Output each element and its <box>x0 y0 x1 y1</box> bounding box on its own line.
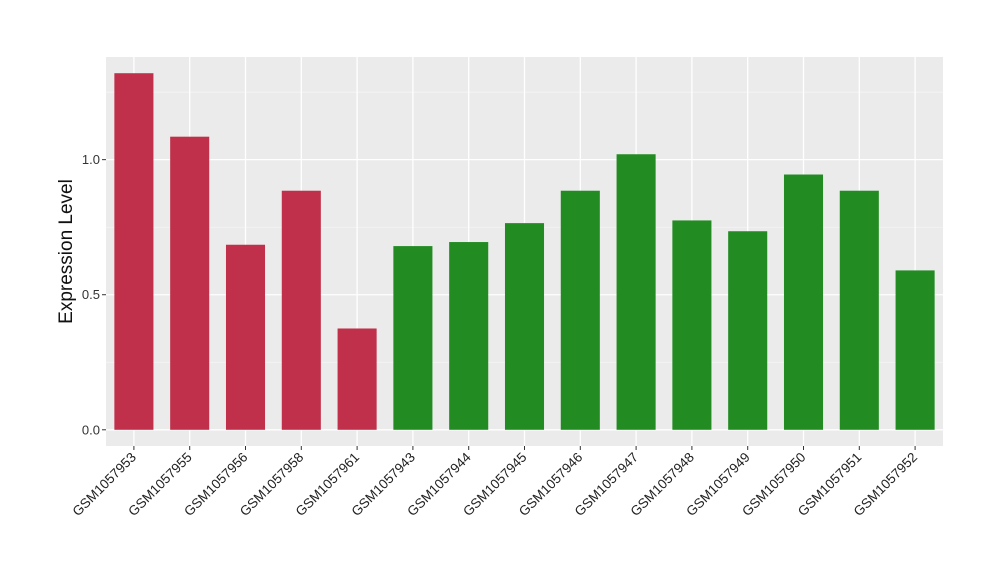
bar-GSM1057949 <box>728 231 768 430</box>
bar-GSM1057958 <box>281 190 321 430</box>
y-tick-label: 1.0 <box>82 152 100 167</box>
y-tick-label: 0.5 <box>82 287 100 302</box>
bars <box>114 73 935 430</box>
bar-GSM1057948 <box>672 220 712 430</box>
x-axis: GSM1057953GSM1057955GSM1057956GSM1057958… <box>70 446 920 519</box>
y-axis-title: Expression Level <box>56 179 77 324</box>
bar-GSM1057944 <box>449 242 489 430</box>
y-tick-label: 0.0 <box>82 422 100 437</box>
bar-GSM1057947 <box>616 154 656 430</box>
bar-GSM1057955 <box>170 136 210 430</box>
bar-GSM1057961 <box>337 328 377 430</box>
bar-GSM1057950 <box>783 174 824 430</box>
bar-GSM1057943 <box>393 246 433 430</box>
bar-GSM1057952 <box>895 270 935 430</box>
bar-GSM1057953 <box>114 73 154 430</box>
bar-GSM1057956 <box>225 244 266 430</box>
bar-GSM1057946 <box>560 190 600 430</box>
bar-GSM1057951 <box>839 190 879 430</box>
y-axis: 0.0 0.5 1.0 <box>82 152 106 437</box>
bar-GSM1057945 <box>504 223 545 430</box>
